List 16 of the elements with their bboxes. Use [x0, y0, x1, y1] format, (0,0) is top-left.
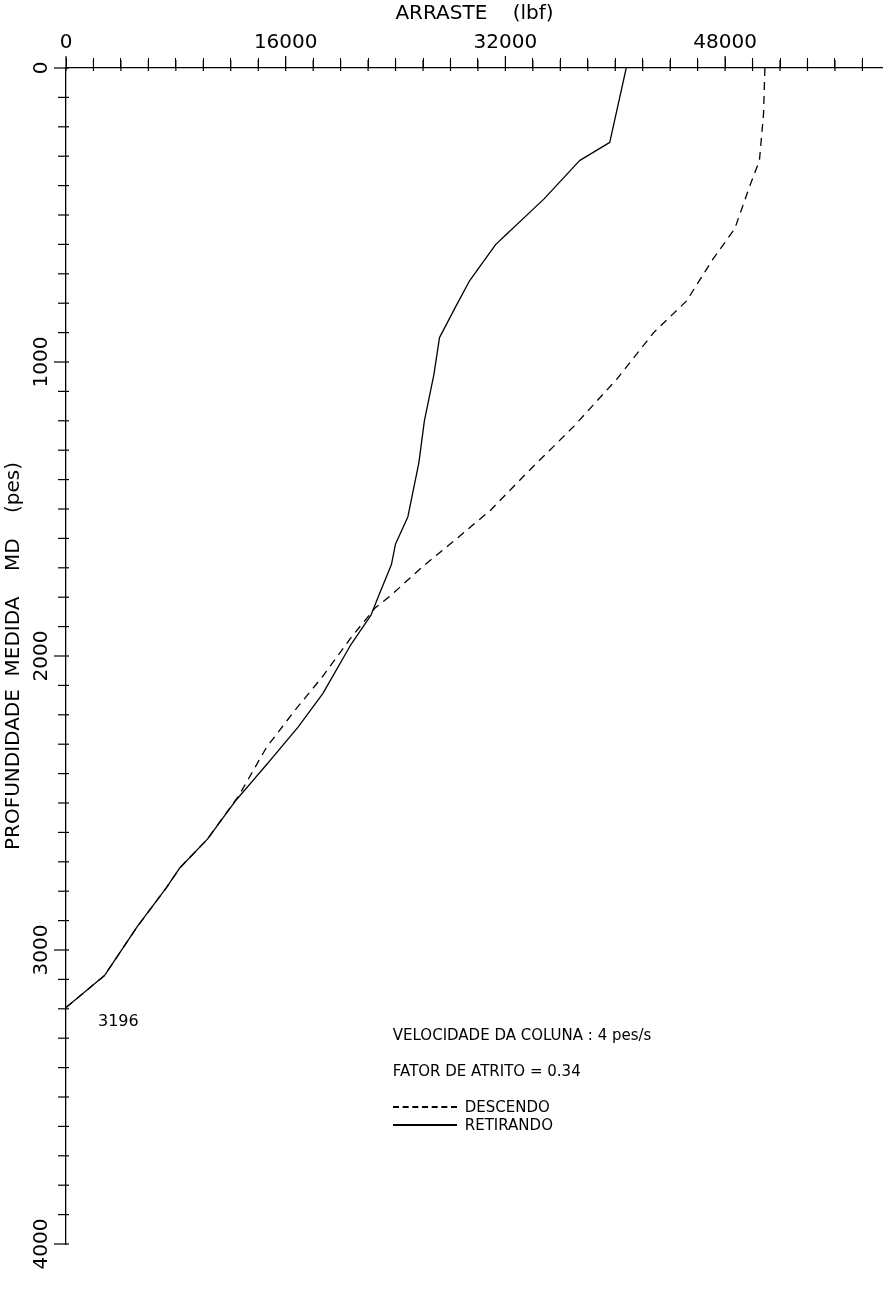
legend-label: DESCENDO: [464, 1098, 550, 1117]
x-tick-label: 48000: [693, 29, 757, 54]
annotation: 3196: [98, 1010, 139, 1030]
annotation: FATOR DE ATRITO = 0.34: [392, 1062, 582, 1081]
y-tick-label: 2000: [28, 630, 53, 682]
y-tick-label: 1000: [28, 336, 53, 388]
legend-label: RETIRANDO: [464, 1116, 553, 1135]
x-axis-title: ARRASTE (lbf): [395, 0, 554, 25]
y-axis-title: PROFUNDIDADE MEDIDA MD (pes): [0, 461, 25, 851]
y-tick-label: 0: [28, 61, 53, 75]
annotation: VELOCIDADE DA COLUNA : 4 pes/s: [392, 1026, 652, 1045]
y-tick-label: 4000: [28, 1218, 53, 1270]
x-tick-label: 32000: [473, 29, 538, 54]
y-tick-label: 3000: [28, 924, 53, 976]
x-tick-label: 0: [59, 29, 73, 54]
x-tick-label: 16000: [253, 29, 318, 54]
